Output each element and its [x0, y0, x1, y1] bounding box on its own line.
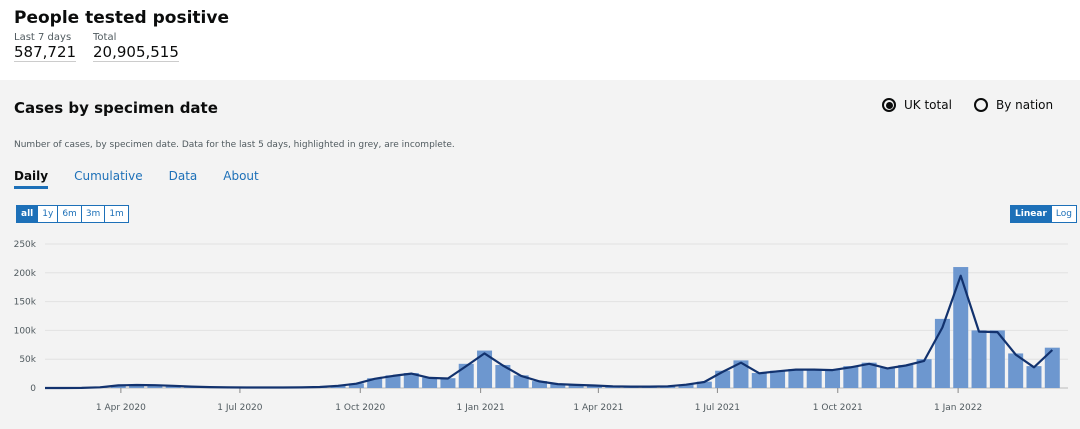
- bar: [1026, 366, 1042, 388]
- bar: [1008, 353, 1024, 388]
- bar: [806, 368, 822, 388]
- section-title: People tested positive: [14, 8, 229, 28]
- metric-value: 587,721: [14, 43, 77, 62]
- description: Number of cases, by specimen date. Data …: [14, 140, 455, 150]
- scale-buttons: Linear Log: [1010, 201, 1077, 223]
- x-tick-label: 1 Apr 2021: [573, 403, 623, 413]
- radio-label: By nation: [996, 98, 1054, 112]
- bar: [916, 359, 932, 388]
- bar: [586, 385, 602, 388]
- bar: [129, 384, 145, 388]
- bar: [879, 367, 895, 388]
- y-tick-label: 200k: [14, 269, 37, 279]
- radio-option[interactable]: By nation: [974, 98, 1053, 112]
- bar: [733, 360, 749, 388]
- bar: [495, 364, 511, 388]
- bar: [715, 370, 731, 388]
- bar: [751, 373, 767, 388]
- bar: [788, 368, 804, 388]
- y-tick-label: 100k: [14, 326, 37, 336]
- range-button[interactable]: 3m: [80, 205, 106, 223]
- x-tick-label: 1 Jul 2021: [695, 403, 740, 413]
- bar: [367, 378, 383, 388]
- y-tick-label: 150k: [14, 298, 37, 308]
- radio-label: UK total: [904, 98, 952, 112]
- y-tick-label: 50k: [19, 355, 36, 365]
- x-tick-label: 1 Jan 2022: [934, 403, 982, 413]
- tab[interactable]: Data: [168, 169, 198, 183]
- tabs: Daily Cumulative Data About: [14, 169, 259, 189]
- tab[interactable]: About: [223, 169, 259, 183]
- bar: [1044, 347, 1060, 388]
- bar: [971, 330, 987, 388]
- bar: [458, 363, 474, 388]
- bar: [403, 373, 419, 388]
- radio-option[interactable]: UK total: [882, 98, 952, 112]
- bar: [825, 369, 841, 388]
- x-tick-label: 1 Jan 2021: [457, 403, 505, 413]
- bar: [678, 384, 694, 388]
- x-tick-label: 1 Oct 2021: [813, 403, 863, 413]
- bar: [110, 385, 126, 388]
- bar: [550, 383, 566, 388]
- bar: [898, 364, 914, 388]
- x-tick-label: 1 Jul 2020: [217, 403, 262, 413]
- average-line: [45, 274, 1054, 390]
- x-tick-label: 1 Apr 2020: [96, 403, 146, 413]
- bar: [513, 375, 529, 388]
- bar: [531, 381, 547, 388]
- bar: [147, 385, 163, 388]
- bar: [696, 381, 712, 388]
- bar: [348, 383, 364, 388]
- metric-label: Total: [93, 32, 117, 43]
- bar: [953, 267, 969, 388]
- y-tick-label: 0: [30, 384, 36, 394]
- range-buttons: all 1y 6m 3m 1m: [16, 201, 129, 223]
- bar: [568, 384, 584, 388]
- range-button[interactable]: 1m: [104, 205, 129, 223]
- scale-button[interactable]: Log: [1050, 205, 1077, 223]
- bar: [440, 378, 456, 388]
- bar: [477, 350, 493, 388]
- metric-label: Last 7 days: [14, 32, 72, 43]
- bar: [385, 375, 401, 388]
- x-tick-label: 1 Oct 2020: [335, 403, 385, 413]
- tab[interactable]: Cumulative: [74, 169, 143, 183]
- bar: [861, 362, 877, 388]
- bar: [843, 366, 859, 388]
- bar: [989, 330, 1005, 388]
- bar: [422, 377, 438, 388]
- metric-value: 20,905,515: [93, 43, 179, 62]
- card-title: Cases by specimen date: [14, 99, 218, 117]
- bar: [770, 370, 786, 388]
- y-tick-label: 250k: [14, 240, 37, 250]
- tab[interactable]: Daily: [14, 169, 49, 189]
